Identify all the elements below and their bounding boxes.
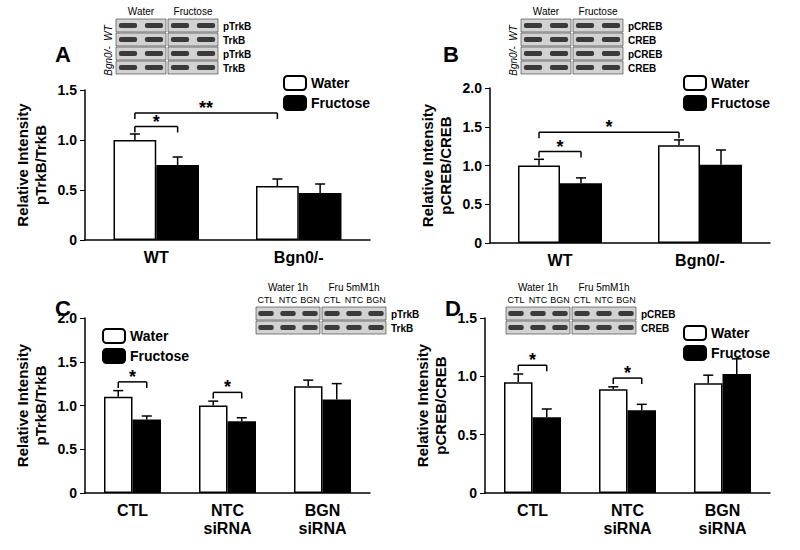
- svg-text:0.5: 0.5: [58, 441, 78, 457]
- svg-text:B: B: [443, 42, 459, 67]
- svg-text:1.0: 1.0: [58, 132, 78, 148]
- svg-text:siRNA: siRNA: [298, 520, 346, 537]
- svg-text:pCREB: pCREB: [641, 309, 675, 320]
- svg-text:Fructose: Fructose: [579, 6, 618, 17]
- svg-text:CREB: CREB: [628, 35, 656, 46]
- svg-text:NTC: NTC: [279, 295, 298, 305]
- svg-text:CTL: CTL: [323, 295, 340, 305]
- svg-text:BGN: BGN: [705, 502, 741, 519]
- svg-text:CREB: CREB: [641, 323, 669, 334]
- svg-text:1.0: 1.0: [58, 398, 78, 414]
- svg-text:1.0: 1.0: [463, 158, 483, 174]
- svg-text:1.5: 1.5: [457, 310, 477, 326]
- svg-text:A: A: [55, 42, 71, 67]
- svg-text:*: *: [153, 112, 160, 132]
- svg-text:WT: WT: [548, 252, 573, 269]
- svg-text:pTrkB: pTrkB: [391, 309, 419, 320]
- svg-text:NTC: NTC: [611, 502, 644, 519]
- svg-text:0.5: 0.5: [458, 427, 478, 443]
- svg-text:1.5: 1.5: [463, 119, 483, 135]
- svg-text:CTL: CTL: [257, 295, 274, 305]
- svg-text:WT: WT: [508, 24, 519, 40]
- svg-text:Water: Water: [311, 75, 350, 91]
- svg-text:0: 0: [474, 235, 482, 251]
- svg-text:BGN: BGN: [550, 295, 570, 305]
- svg-text:pTrkB: pTrkB: [223, 49, 251, 60]
- svg-text:CREB: CREB: [628, 63, 656, 74]
- svg-text:0: 0: [469, 485, 477, 501]
- svg-text:TrkB: TrkB: [223, 35, 245, 46]
- svg-text:Fructose: Fructose: [174, 6, 213, 17]
- svg-text:WT: WT: [144, 249, 169, 266]
- svg-text:Fru 5mM1h: Fru 5mM1h: [578, 282, 629, 293]
- svg-text:Water: Water: [128, 6, 155, 17]
- svg-text:TrkB: TrkB: [391, 323, 413, 334]
- svg-text:Fructose: Fructose: [130, 348, 189, 364]
- svg-text:BGN: BGN: [366, 295, 386, 305]
- svg-text:pCREB/CREB: pCREB/CREB: [437, 116, 454, 215]
- svg-text:pCREB/CREB: pCREB/CREB: [432, 356, 449, 455]
- svg-text:Relative Intensity: Relative Intensity: [414, 343, 431, 467]
- svg-text:BGN: BGN: [305, 502, 341, 519]
- svg-text:Relative Intensity: Relative Intensity: [14, 343, 31, 467]
- svg-text:*: *: [529, 350, 536, 370]
- svg-text:CTL: CTL: [517, 502, 548, 519]
- svg-text:Water 1h: Water 1h: [268, 282, 308, 293]
- svg-text:1.5: 1.5: [58, 354, 78, 370]
- svg-text:NTC: NTC: [345, 295, 364, 305]
- svg-text:siRNA: siRNA: [698, 520, 746, 537]
- svg-text:*: *: [129, 367, 136, 387]
- svg-text:1.5: 1.5: [58, 82, 78, 98]
- svg-text:0: 0: [69, 485, 77, 501]
- svg-text:BGN: BGN: [300, 295, 320, 305]
- svg-text:Relative Intensity: Relative Intensity: [14, 103, 31, 227]
- svg-text:**: **: [199, 98, 213, 118]
- svg-text:Bgn0/-: Bgn0/-: [508, 46, 519, 76]
- svg-text:0.5: 0.5: [463, 196, 483, 212]
- svg-text:Water: Water: [711, 325, 750, 341]
- svg-text:pTrkB/TrkB: pTrkB/TrkB: [32, 365, 49, 445]
- svg-text:TrkB: TrkB: [223, 63, 245, 74]
- svg-text:Water: Water: [533, 6, 560, 17]
- svg-text:0.5: 0.5: [58, 182, 78, 198]
- svg-text:pTrkB/TrkB: pTrkB/TrkB: [32, 125, 49, 205]
- svg-text:pCREB: pCREB: [628, 49, 662, 60]
- svg-text:Relative Intensity: Relative Intensity: [419, 103, 436, 227]
- svg-text:WT: WT: [103, 24, 114, 40]
- svg-text:Bgn0/-: Bgn0/-: [274, 249, 324, 266]
- svg-text:pCREB: pCREB: [628, 21, 662, 32]
- svg-text:siRNA: siRNA: [203, 520, 251, 537]
- svg-text:Fructose: Fructose: [711, 345, 770, 361]
- svg-text:C: C: [55, 296, 71, 321]
- svg-text:D: D: [445, 296, 461, 321]
- svg-text:Fru 5mM1h: Fru 5mM1h: [328, 282, 379, 293]
- svg-text:CTL: CTL: [117, 502, 148, 519]
- svg-text:NTC: NTC: [595, 295, 614, 305]
- svg-text:0: 0: [69, 232, 77, 248]
- svg-text:siRNA: siRNA: [603, 520, 651, 537]
- svg-text:CTL: CTL: [573, 295, 590, 305]
- svg-text:NTC: NTC: [211, 502, 244, 519]
- svg-text:CTL: CTL: [507, 295, 524, 305]
- svg-text:Bgn0/-: Bgn0/-: [675, 252, 725, 269]
- svg-text:Fructose: Fructose: [311, 95, 370, 111]
- svg-text:NTC: NTC: [529, 295, 548, 305]
- svg-text:*: *: [556, 137, 563, 157]
- svg-text:1.0: 1.0: [458, 368, 478, 384]
- svg-text:BGN: BGN: [616, 295, 636, 305]
- svg-text:Water: Water: [130, 328, 169, 344]
- svg-text:Water 1h: Water 1h: [518, 282, 558, 293]
- svg-text:Water: Water: [711, 75, 750, 91]
- svg-text:*: *: [624, 363, 631, 383]
- svg-text:*: *: [605, 117, 612, 137]
- svg-text:*: *: [224, 377, 231, 397]
- svg-text:Fructose: Fructose: [711, 95, 770, 111]
- svg-text:Bgn0/-: Bgn0/-: [103, 46, 114, 76]
- svg-text:pTrkB: pTrkB: [223, 21, 251, 32]
- svg-text:2.0: 2.0: [463, 80, 483, 96]
